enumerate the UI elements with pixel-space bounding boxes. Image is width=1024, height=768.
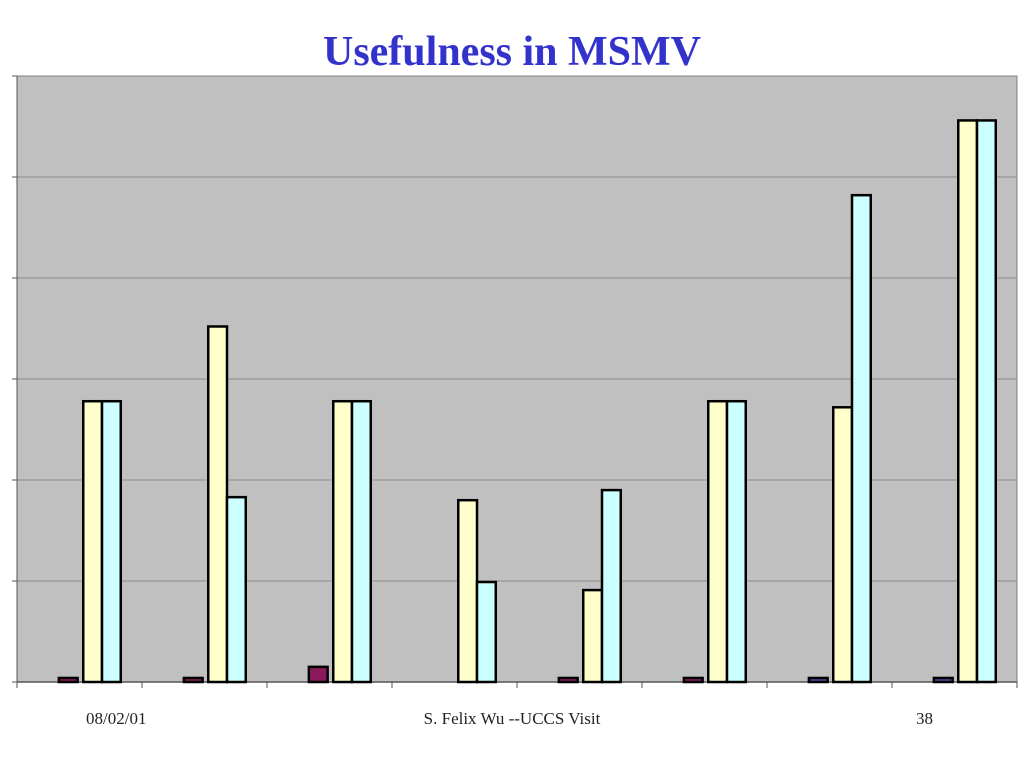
bar-series-2	[832, 406, 854, 684]
bar-series-2	[582, 588, 604, 684]
bar-series-1	[307, 665, 329, 684]
bar-series-2	[707, 399, 729, 684]
bar-series-1	[682, 676, 704, 684]
bar-series-3	[600, 488, 622, 684]
bar-series-1	[57, 676, 79, 684]
bar-series-3	[100, 399, 122, 684]
page-number: 38	[916, 709, 933, 728]
bar-series-1	[557, 676, 579, 684]
footer-date: 08/02/01	[86, 709, 147, 728]
bar-series-3	[225, 495, 247, 684]
bar-series-2	[332, 399, 354, 684]
bar-series-1	[932, 676, 954, 684]
bar-series-2	[82, 399, 104, 684]
bar-series-3	[475, 580, 497, 684]
bar-series-2	[957, 119, 979, 684]
bar-series-3	[975, 119, 997, 684]
bar-chart	[12, 75, 1018, 688]
slide-title: Usefulness in MSMV	[322, 29, 702, 75]
bar-series-3	[350, 399, 372, 684]
bar-series-3	[850, 193, 872, 684]
footer-presenter: S. Felix Wu --UCCS Visit	[423, 709, 601, 728]
bar-series-1	[182, 676, 204, 684]
bars	[57, 119, 997, 684]
bar-series-1	[807, 676, 829, 684]
bar-series-2	[207, 325, 229, 684]
bar-series-2	[457, 498, 479, 684]
bar-series-3	[725, 399, 747, 684]
